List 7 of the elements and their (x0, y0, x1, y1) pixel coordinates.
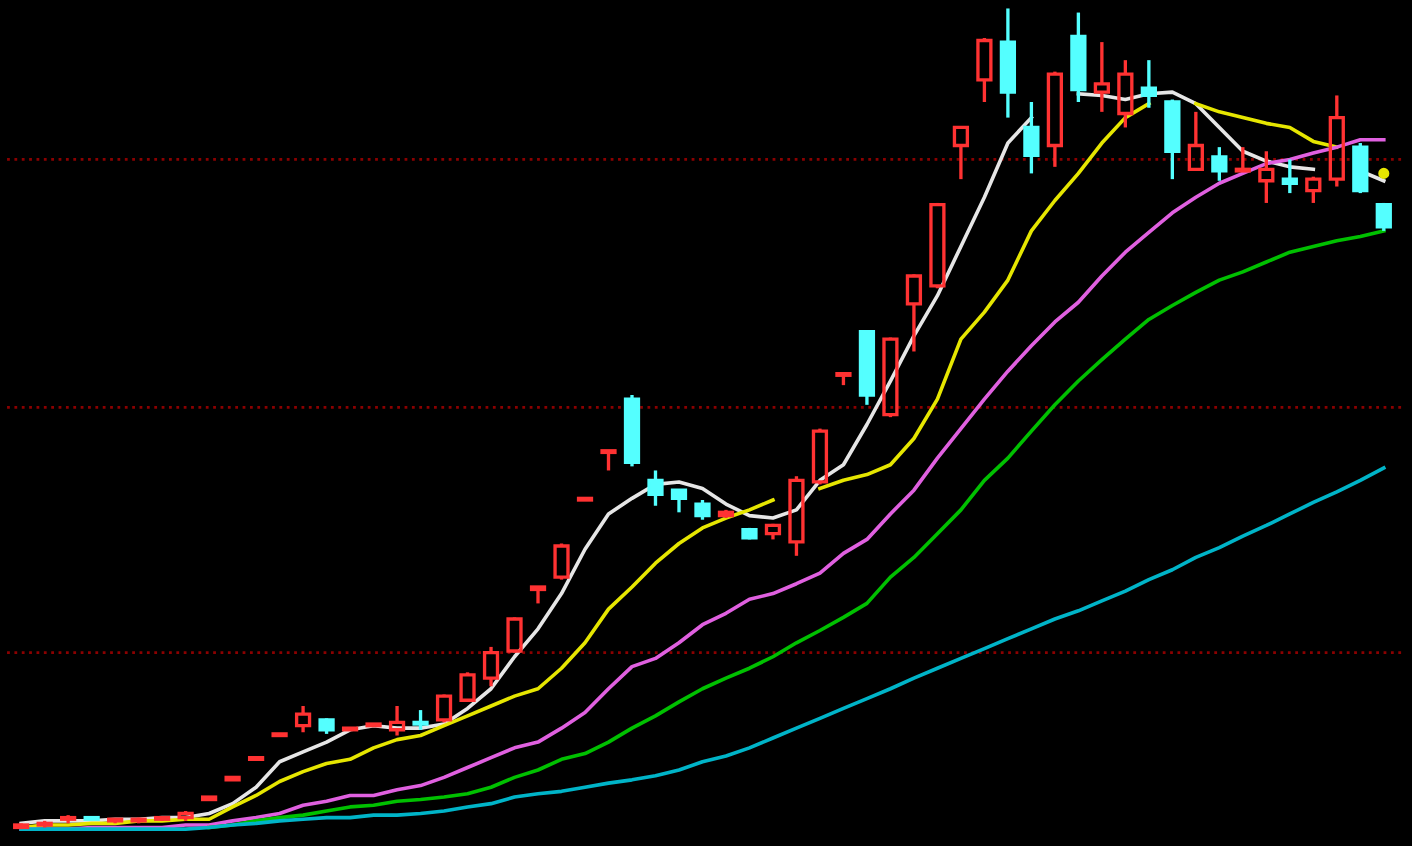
candlestick (999, 6, 1017, 120)
candlestick (1258, 149, 1275, 205)
candlestick (1140, 58, 1157, 110)
candlestick (388, 704, 406, 738)
candlestick (294, 704, 312, 734)
candlestick (1093, 40, 1110, 114)
candlestick (1023, 100, 1040, 176)
